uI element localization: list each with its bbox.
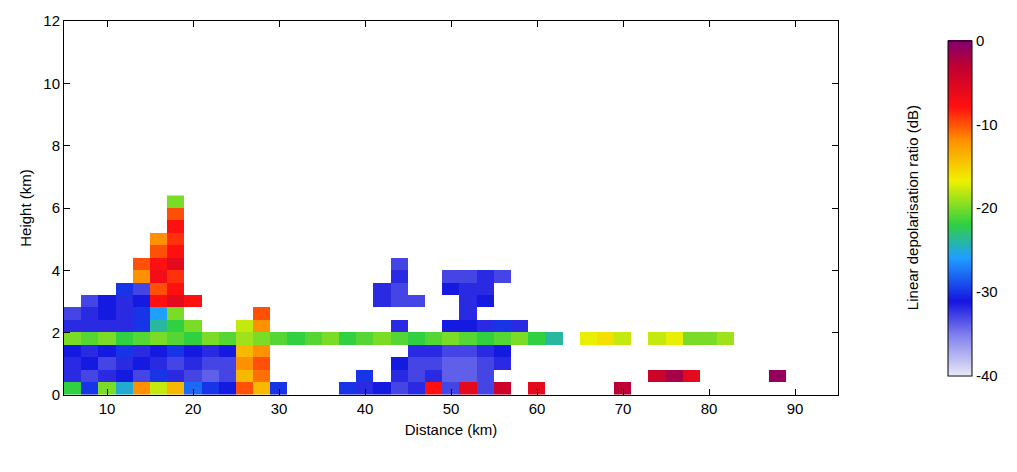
svg-text:10: 10 xyxy=(43,75,60,92)
svg-text:Height (km): Height (km) xyxy=(17,169,34,247)
svg-text:20: 20 xyxy=(185,400,202,417)
svg-text:90: 90 xyxy=(787,400,804,417)
svg-text:6: 6 xyxy=(52,199,60,216)
svg-text:-30: -30 xyxy=(976,283,998,300)
svg-text:0: 0 xyxy=(976,32,984,49)
svg-text:70: 70 xyxy=(615,400,632,417)
svg-text:60: 60 xyxy=(529,400,546,417)
svg-text:4: 4 xyxy=(52,262,60,279)
svg-text:40: 40 xyxy=(357,400,374,417)
svg-text:Distance (km): Distance (km) xyxy=(405,421,498,438)
svg-text:-40: -40 xyxy=(976,367,998,384)
svg-text:10: 10 xyxy=(99,400,116,417)
svg-text:50: 50 xyxy=(443,400,460,417)
svg-text:Linear depolarisation ratio (d: Linear depolarisation ratio (dB) xyxy=(904,105,921,310)
svg-text:30: 30 xyxy=(271,400,288,417)
svg-text:0: 0 xyxy=(52,386,60,403)
svg-text:12: 12 xyxy=(43,12,60,29)
svg-text:-10: -10 xyxy=(976,116,998,133)
svg-text:-20: -20 xyxy=(976,199,998,216)
svg-text:8: 8 xyxy=(52,137,60,154)
svg-text:2: 2 xyxy=(52,324,60,341)
svg-text:80: 80 xyxy=(701,400,718,417)
